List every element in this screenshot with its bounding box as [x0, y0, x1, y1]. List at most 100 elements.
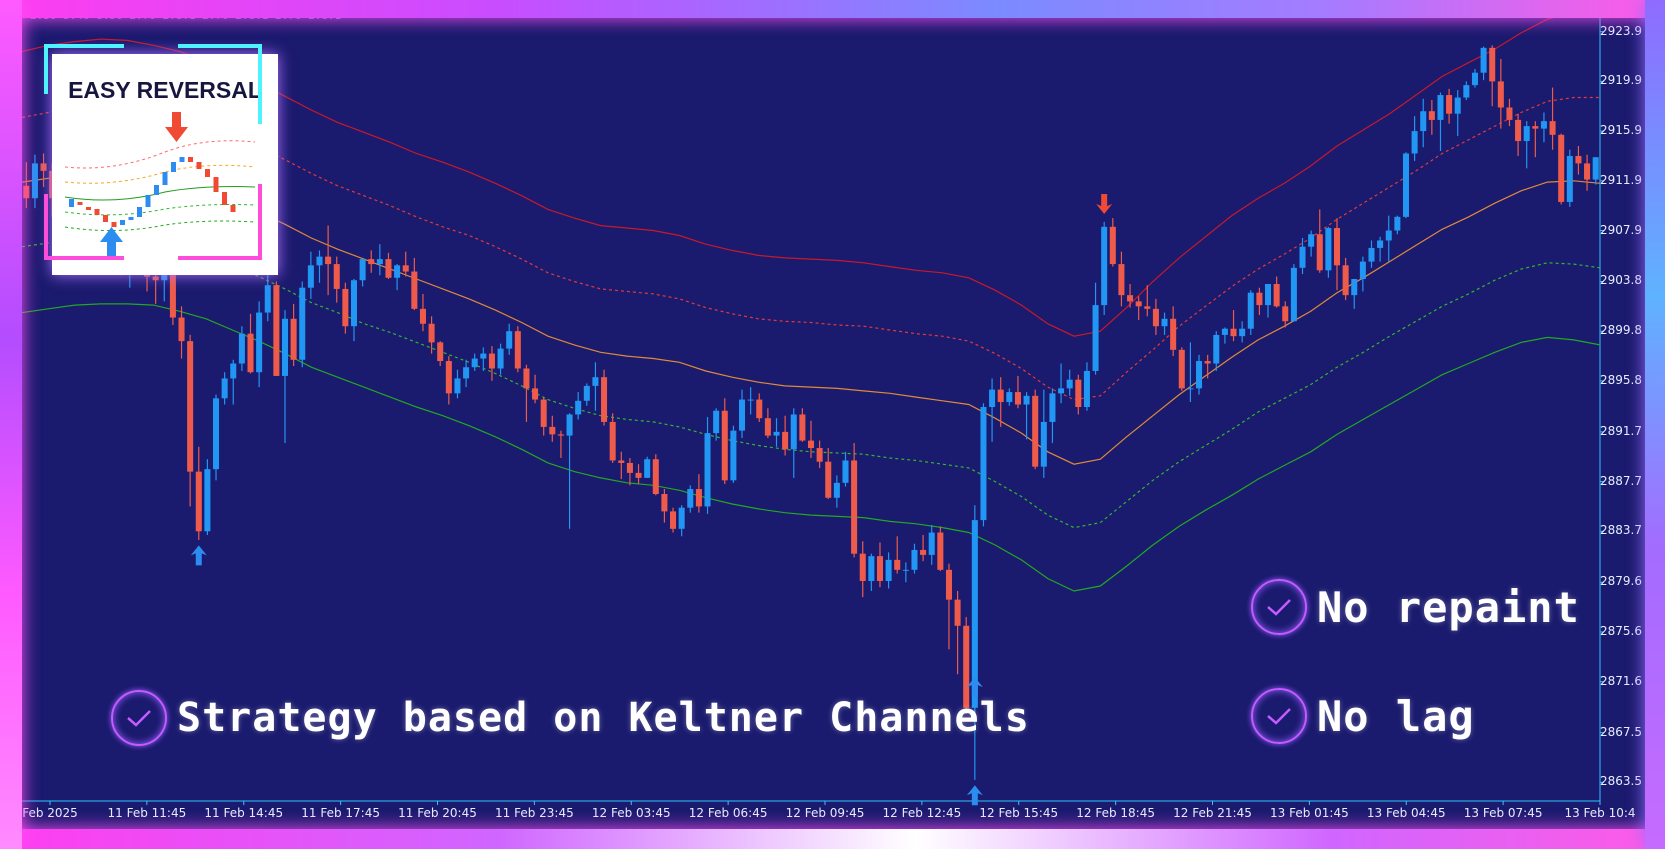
candle-body	[687, 489, 694, 508]
candle-body	[1273, 283, 1280, 307]
time-tick-label: 11 Feb 17:45	[301, 806, 380, 820]
feature-no-repaint-label: No repaint	[1317, 582, 1580, 632]
candle-body	[1282, 306, 1289, 322]
candle-body	[1584, 163, 1591, 180]
easy-reversal-logo: EASY REVERSAL	[52, 54, 278, 275]
candle-body	[316, 256, 323, 266]
time-tick-label: 12 Feb 09:45	[785, 806, 865, 820]
candle-body	[471, 358, 478, 368]
candle-body	[644, 459, 651, 478]
candle-body	[557, 434, 564, 436]
keltner-lower-inner-line	[21, 237, 1601, 529]
candle-body	[592, 377, 599, 386]
price-tick-label: 2871.6	[1600, 673, 1642, 688]
candle-body	[480, 353, 487, 359]
candle-body	[1489, 47, 1496, 82]
candle-body	[1161, 318, 1168, 327]
candle-body	[1394, 216, 1401, 231]
candle-body	[1351, 279, 1358, 296]
candle-body	[1023, 395, 1030, 405]
time-tick-label: 12 Feb 21:45	[1173, 806, 1252, 820]
feature-no-repaint: No repaint	[1251, 579, 1580, 635]
feature-no-lag: No lag	[1251, 688, 1475, 744]
candle-body	[307, 265, 314, 288]
feature-keltner-label: Strategy based on Keltner Channels	[177, 695, 1030, 741]
candle-body	[238, 333, 245, 364]
candle-body	[1325, 228, 1332, 271]
candle-body	[851, 460, 858, 554]
candle-body	[549, 426, 556, 435]
price-tick-label: 2923.9	[1600, 23, 1642, 38]
logo-candle	[171, 162, 176, 172]
logo-candle	[222, 192, 227, 205]
neon-frame-right	[1645, 0, 1665, 849]
neon-frame-top	[0, 0, 1665, 18]
buy-signal-arrow-icon	[966, 677, 983, 698]
candle-body	[1135, 301, 1142, 307]
candle-body	[264, 285, 271, 313]
candle-body	[1247, 292, 1254, 329]
candle-body	[583, 385, 590, 401]
price-tick-label: 2899.8	[1600, 323, 1642, 338]
candle-body	[1497, 81, 1504, 108]
candle-body	[1213, 334, 1220, 364]
candle-body	[1540, 121, 1547, 129]
logo-candle	[111, 222, 117, 227]
candle-body	[31, 163, 38, 199]
candle-body	[1437, 95, 1444, 120]
candle-body	[1428, 111, 1435, 120]
time-tick-label: 12 Feb 06:45	[688, 806, 768, 820]
candle-body	[997, 389, 1004, 403]
candle-body	[945, 569, 952, 600]
candle-body	[1127, 295, 1134, 302]
candle-body	[333, 264, 340, 289]
price-tick-label: 2903.8	[1600, 273, 1642, 288]
candle-body	[790, 414, 797, 450]
candle-body	[1092, 305, 1099, 371]
logo-candle	[128, 217, 134, 220]
candle-body	[1523, 126, 1530, 142]
candle-body	[730, 430, 737, 481]
candle-body	[152, 276, 159, 281]
candle-body	[747, 399, 754, 401]
logo-candle	[230, 205, 236, 212]
time-tick-label: 11 Feb 14:45	[204, 806, 284, 820]
candle-body	[1377, 240, 1384, 248]
logo-candle	[120, 220, 125, 225]
candle-body	[428, 323, 435, 343]
time-tick-label: 13 Feb 04:45	[1366, 806, 1446, 820]
candle-body	[1333, 228, 1341, 266]
candle-body	[1144, 306, 1151, 309]
logo-candle	[77, 202, 83, 205]
logo-mini-chart-icon	[64, 112, 256, 257]
price-tick-label: 2915.9	[1600, 123, 1642, 138]
logo-candle	[196, 162, 202, 169]
candle-body	[419, 308, 426, 324]
price-tick-label: 2907.9	[1600, 222, 1642, 237]
candle-body	[1506, 107, 1513, 120]
time-tick-label: 12 Feb 15:45	[979, 806, 1059, 820]
candle-body	[807, 440, 815, 449]
candle-body	[885, 559, 892, 582]
candle-body	[902, 569, 909, 571]
candle-body	[920, 549, 927, 555]
candle-body	[601, 377, 608, 422]
candle-body	[1152, 308, 1159, 327]
candle-body	[980, 407, 987, 521]
candle-body	[911, 549, 918, 570]
price-tick-label: 2919.9	[1600, 73, 1642, 88]
candle-body	[1006, 392, 1013, 403]
candle-body	[359, 259, 366, 281]
candle-body	[532, 388, 539, 400]
price-tick-label: 2879.6	[1600, 574, 1642, 589]
candle-body	[1566, 155, 1573, 202]
feature-keltner: Strategy based on Keltner Channels	[111, 690, 1030, 746]
candle-body	[454, 378, 461, 394]
logo-candle	[188, 157, 193, 162]
candle-body	[1290, 267, 1297, 322]
candle-body	[540, 399, 547, 427]
candle-body	[506, 331, 513, 349]
price-tick-label: 2887.7	[1600, 473, 1642, 488]
logo-candle	[103, 215, 108, 222]
candle-body	[376, 259, 383, 265]
